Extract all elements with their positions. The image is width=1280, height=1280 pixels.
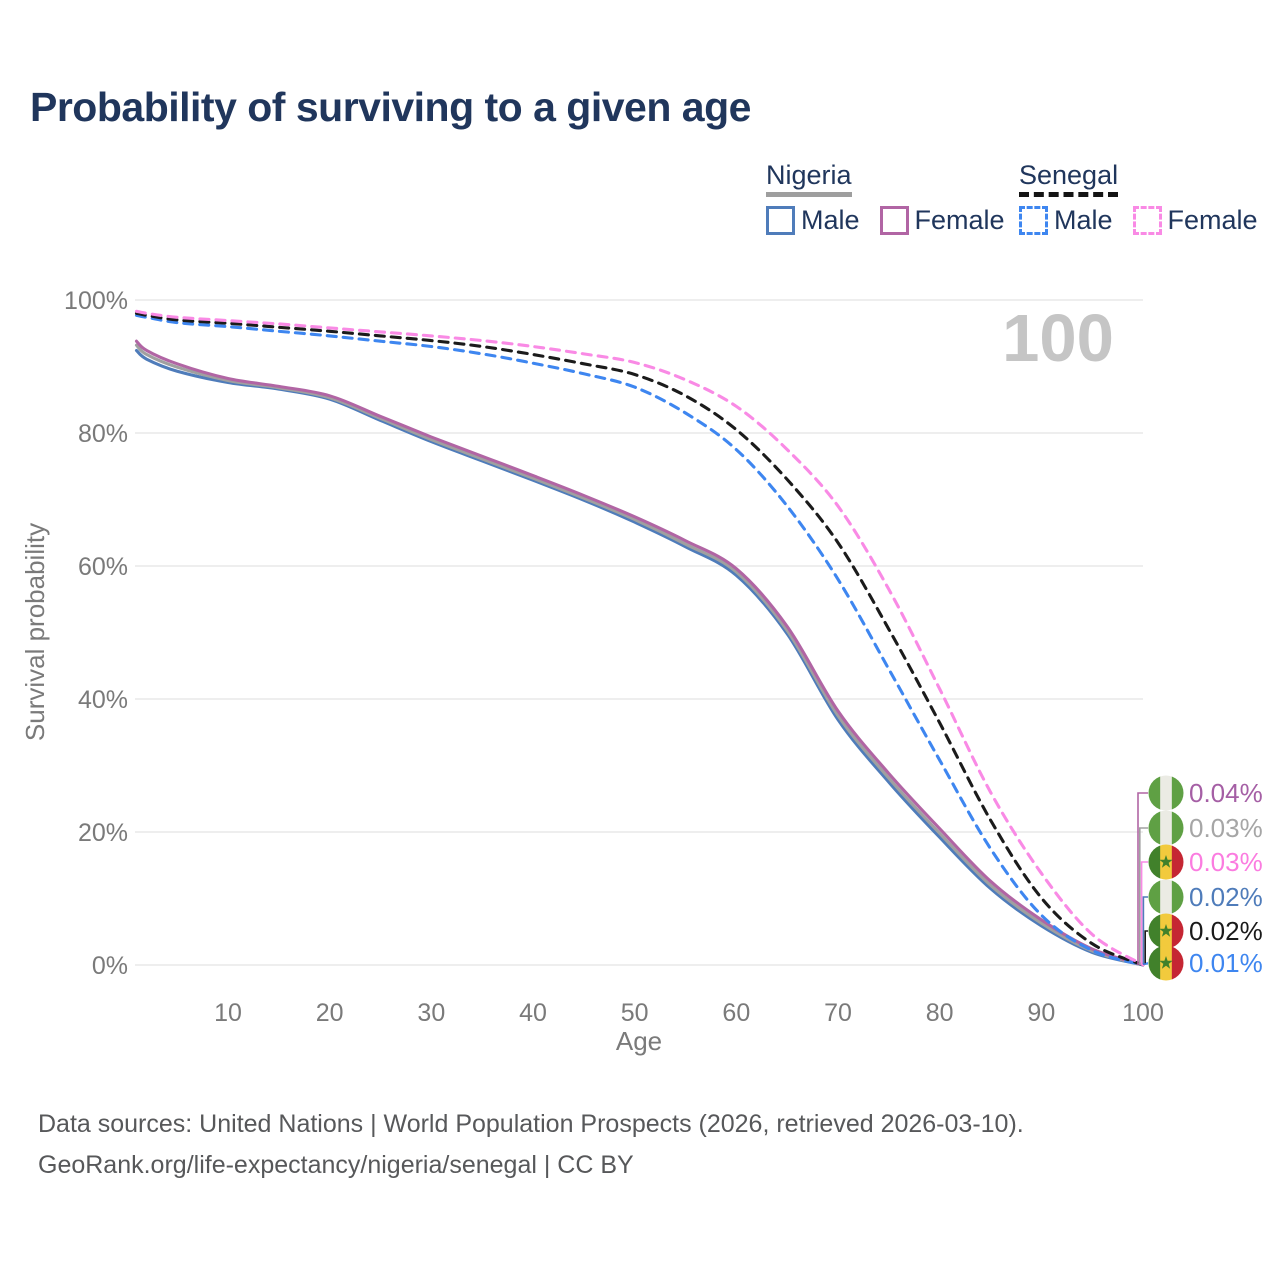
senegal-male-swatch-icon — [1019, 206, 1048, 236]
legend-items-senegal: Male Female — [1019, 205, 1258, 236]
senegal-flag-icon — [1148, 844, 1184, 880]
nigeria-flag-icon — [1148, 775, 1184, 811]
end-value-label-nigeria-female: 0.04% — [1189, 778, 1263, 808]
senegal-female-swatch-icon — [1132, 206, 1162, 236]
senegal-flag-icon — [1148, 913, 1184, 949]
legend-item-nigeria-female[interactable]: Female — [879, 205, 1005, 236]
y-tick-label: 0% — [92, 952, 128, 980]
chart-title: Probability of surviving to a given age — [30, 84, 751, 130]
senegal-flag-icon — [1148, 945, 1184, 981]
nigeria-female-swatch-icon — [879, 206, 909, 236]
legend-item-senegal-female[interactable]: Female — [1132, 205, 1258, 236]
x-tick-label: 40 — [519, 999, 547, 1027]
x-tick-label: 90 — [1027, 999, 1055, 1027]
legend-country-nigeria: Nigeria — [766, 160, 852, 198]
x-tick-label: 30 — [417, 999, 445, 1027]
age-counter-watermark: 100 — [1002, 301, 1114, 376]
series-line-nigeria-male[interactable] — [134, 348, 1145, 967]
x-tick-label: 70 — [824, 999, 852, 1027]
y-tick-label: 100% — [64, 287, 128, 315]
series-line-senegal-male[interactable] — [134, 313, 1145, 967]
end-value-label-senegal-female: 0.03% — [1189, 847, 1263, 877]
x-tick-label: 100 — [1122, 999, 1164, 1027]
legend-item-label: Female — [914, 205, 1005, 236]
source-link-line: GeoRank.org/life-expectancy/nigeria/sene… — [38, 1150, 634, 1179]
series-line-nigeria[interactable] — [134, 343, 1145, 967]
x-tick-label: 60 — [722, 999, 750, 1027]
series-line-nigeria-female[interactable] — [134, 339, 1145, 967]
end-value-label-senegal: 0.02% — [1189, 916, 1263, 946]
end-value-label-senegal-male: 0.01% — [1189, 948, 1263, 978]
end-value-label-nigeria-male: 0.02% — [1189, 882, 1263, 912]
x-axis-title: Age — [616, 1026, 662, 1056]
nigeria-male-swatch-icon — [766, 206, 795, 236]
end-value-label-nigeria: 0.03% — [1189, 813, 1263, 843]
legend-item-label: Male — [1054, 205, 1113, 236]
y-axis-title: Survival probability — [20, 523, 50, 741]
series-line-senegal[interactable] — [134, 311, 1145, 967]
legend-item-label: Female — [1167, 205, 1258, 236]
legend-group-senegal: Senegal Male Female — [1019, 160, 1258, 236]
source-line: Data sources: United Nations | World Pop… — [38, 1110, 1024, 1138]
nigeria-flag-icon — [1148, 810, 1184, 846]
legend-item-nigeria-male[interactable]: Male — [766, 205, 860, 236]
end-label-connector — [1140, 861, 1148, 965]
legend-items-nigeria: Male Female — [766, 205, 1005, 236]
y-tick-label: 60% — [78, 553, 128, 581]
y-tick-label: 20% — [78, 819, 128, 847]
legend-country-senegal: Senegal — [1019, 160, 1119, 198]
x-tick-label: 20 — [316, 999, 344, 1027]
y-tick-label: 40% — [78, 686, 128, 714]
legend-group-nigeria: Nigeria Male Female — [766, 160, 1005, 236]
legend-item-label: Male — [801, 205, 860, 236]
series-line-senegal-female[interactable] — [134, 309, 1145, 967]
x-tick-label: 10 — [214, 999, 242, 1027]
x-tick-label: 50 — [621, 999, 649, 1027]
x-tick-label: 80 — [926, 999, 954, 1027]
end-label-connector — [1143, 962, 1148, 965]
data-sources: Data sources: United Nations | World Pop… — [38, 1104, 1024, 1185]
legend-item-senegal-male[interactable]: Male — [1019, 205, 1113, 236]
nigeria-flag-icon — [1148, 879, 1184, 915]
y-tick-label: 80% — [78, 420, 128, 448]
